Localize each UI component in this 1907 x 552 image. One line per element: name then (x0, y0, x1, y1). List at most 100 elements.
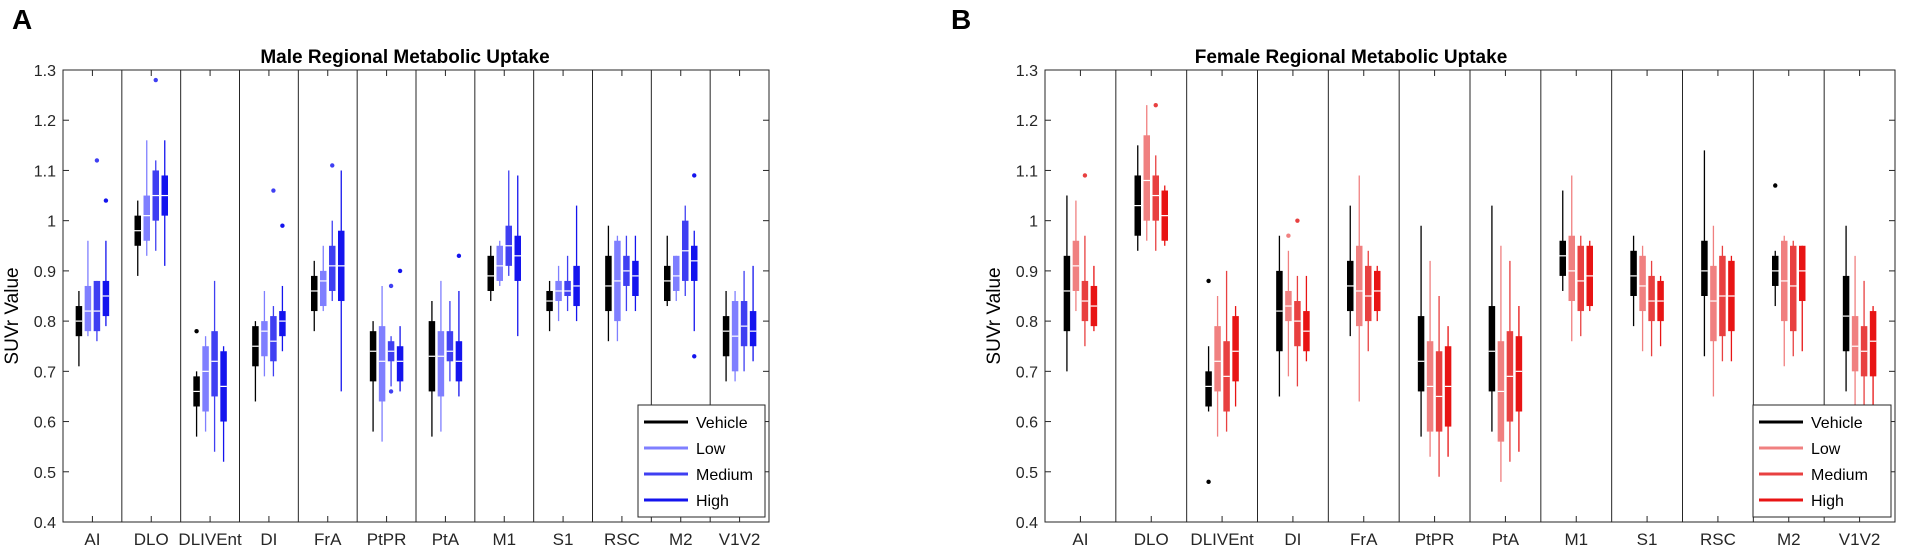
box-low (143, 195, 150, 241)
box-vehicle (311, 275, 318, 312)
x-tick-label: FrA (314, 530, 342, 549)
outlier-point (1206, 479, 1211, 485)
x-tick-label: DLO (134, 530, 169, 549)
y-tick-label: 0.9 (34, 264, 56, 281)
box-low (261, 321, 268, 357)
box-high (279, 311, 286, 337)
y-tick-labels: 0.4 0.5 0.6 0.7 0.8 0.9 1 1.1 1.2 1.3 (1016, 63, 1038, 532)
x-tick-label: DI (1284, 530, 1301, 549)
outlier-point (194, 328, 199, 334)
box-vehicle (1701, 240, 1708, 296)
box-vehicle (1559, 240, 1566, 276)
outlier-point (271, 188, 276, 193)
y-tick-label: 0.8 (1016, 314, 1038, 331)
outlier-point (388, 283, 394, 289)
outlier-point (692, 173, 697, 178)
legend-label: Medium (1811, 467, 1868, 484)
y-tick-label: 0.4 (34, 515, 56, 532)
legend-box (1752, 404, 1892, 518)
x-tick-label: S1 (553, 530, 574, 549)
y-tick-label: 0.6 (34, 415, 56, 432)
box-medium (446, 331, 454, 362)
chart-title: Female Regional Metabolic Uptake (1195, 47, 1508, 68)
plot-area: Vehicle Low Medium High (62, 69, 770, 523)
box-vehicle (1417, 316, 1425, 392)
x-tick-label: AI (84, 530, 100, 549)
box-low (378, 326, 386, 402)
box-vehicle (1842, 275, 1850, 352)
panel-label-b: B (951, 4, 971, 35)
box-low (202, 346, 209, 412)
box-vehicle (1488, 306, 1496, 392)
outlier-point (1153, 102, 1158, 108)
box-low (1568, 235, 1575, 302)
category-separators (1115, 70, 1825, 522)
box-low (437, 331, 445, 397)
y-tick-label: 0.6 (1016, 415, 1038, 432)
outlier-point (1082, 173, 1088, 178)
plot-area: Vehicle Low Medium High (1044, 69, 1896, 523)
box-vehicle (369, 331, 377, 382)
legend-box (637, 404, 766, 518)
panel-label-a: A (12, 4, 32, 35)
outlier-point (153, 77, 158, 83)
outlier-point (388, 389, 394, 394)
outlier-point (379, 394, 385, 399)
box-vehicle (605, 255, 612, 312)
y-axis-label: SUVr Value (984, 267, 1005, 364)
legend: Vehicle Low Medium High (1752, 404, 1892, 518)
x-tick-label: PtA (1492, 530, 1520, 549)
y-tick-label: 0.7 (34, 364, 56, 381)
box-low (1356, 245, 1363, 327)
box-low (1214, 326, 1221, 392)
box-high (1869, 311, 1877, 377)
outlier-point (692, 354, 697, 359)
y-tick-label: 1.2 (1016, 113, 1038, 130)
y-tick-label: 0.5 (34, 465, 56, 482)
outlier-point (1286, 233, 1291, 238)
x-tick-label: FrA (1350, 530, 1378, 549)
x-tick-label: M2 (669, 530, 693, 549)
box-high (632, 260, 639, 296)
y-tick-label: 1.2 (34, 113, 56, 130)
outlier-point (456, 253, 462, 259)
legend-label: Medium (696, 467, 753, 484)
box-vehicle (722, 316, 730, 357)
box-low (1851, 316, 1859, 372)
box-low (1143, 135, 1150, 221)
y-axis-label: SUVr Value (2, 267, 23, 364)
y-tick-label: 1 (47, 214, 56, 231)
y-tick-label: 0.5 (1016, 465, 1038, 482)
box-vehicle (1063, 255, 1071, 332)
box-medium (329, 245, 336, 291)
box-medium (1435, 351, 1443, 432)
x-tick-label: AI (1072, 530, 1088, 549)
x-tick-label: DLIVEnt (178, 530, 242, 549)
y-tick-label: 1 (1029, 214, 1038, 231)
y-tick-label: 0.9 (1016, 264, 1038, 281)
y-tick-label: 0.4 (1016, 515, 1038, 532)
legend-label: Low (696, 441, 726, 458)
box-medium (1577, 245, 1584, 312)
box-medium (1152, 175, 1159, 221)
box-vehicle (1630, 250, 1637, 296)
y-tick-label: 1.1 (34, 163, 56, 180)
x-tick-label: DI (260, 530, 277, 549)
box-low (84, 285, 92, 332)
x-tick-labels: AI DLO DLIVEnt DI FrA PtPR PtA M1 S1 RSC M2 V1V2 (84, 530, 760, 549)
box-low (1639, 255, 1646, 312)
y-tick-label: 1.1 (1016, 163, 1038, 180)
x-tick-label: M1 (492, 530, 516, 549)
legend-label: Vehicle (696, 415, 748, 432)
box-low (496, 245, 503, 281)
x-tick-label: DLIVEnt (1190, 530, 1254, 549)
x-tick-label: PtA (432, 530, 460, 549)
axis-ticks (1045, 69, 1895, 523)
x-tick-label: V1V2 (719, 530, 761, 549)
x-tick-label: V1V2 (1839, 530, 1881, 549)
box-low (320, 270, 327, 307)
box-high (749, 311, 757, 347)
legend-label: High (1811, 493, 1844, 510)
box-medium (211, 331, 218, 397)
box-high (1799, 245, 1806, 302)
